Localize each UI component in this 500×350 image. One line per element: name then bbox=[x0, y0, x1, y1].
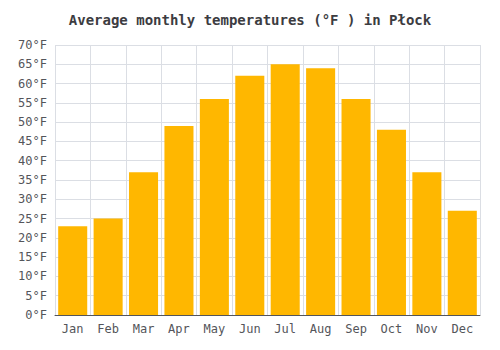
svg-text:70°F: 70°F bbox=[18, 38, 47, 52]
svg-text:55°F: 55°F bbox=[18, 96, 47, 110]
svg-text:25°F: 25°F bbox=[18, 212, 47, 226]
svg-text:Apr: Apr bbox=[168, 322, 190, 336]
svg-text:Oct: Oct bbox=[381, 322, 403, 336]
svg-text:Jun: Jun bbox=[239, 322, 261, 336]
svg-text:Nov: Nov bbox=[416, 322, 438, 336]
svg-text:15°F: 15°F bbox=[18, 250, 47, 264]
svg-text:40°F: 40°F bbox=[18, 154, 47, 168]
svg-text:20°F: 20°F bbox=[18, 231, 47, 245]
svg-text:Sep: Sep bbox=[345, 322, 367, 336]
svg-text:Jan: Jan bbox=[62, 322, 84, 336]
svg-text:5°F: 5°F bbox=[25, 289, 47, 303]
svg-text:30°F: 30°F bbox=[18, 192, 47, 206]
svg-text:45°F: 45°F bbox=[18, 134, 47, 148]
svg-text:0°F: 0°F bbox=[25, 308, 47, 322]
svg-text:50°F: 50°F bbox=[18, 115, 47, 129]
svg-text:35°F: 35°F bbox=[18, 173, 47, 187]
svg-text:Average monthly temperatures (: Average monthly temperatures (°F ) in Pł… bbox=[69, 12, 432, 28]
svg-text:10°F: 10°F bbox=[18, 269, 47, 283]
svg-text:Aug: Aug bbox=[310, 322, 332, 336]
svg-text:May: May bbox=[204, 322, 226, 336]
svg-text:65°F: 65°F bbox=[18, 57, 47, 71]
svg-text:Mar: Mar bbox=[133, 322, 155, 336]
svg-text:Feb: Feb bbox=[97, 322, 119, 336]
svg-text:Jul: Jul bbox=[274, 322, 296, 336]
svg-text:Dec: Dec bbox=[451, 322, 473, 336]
svg-text:60°F: 60°F bbox=[18, 77, 47, 91]
